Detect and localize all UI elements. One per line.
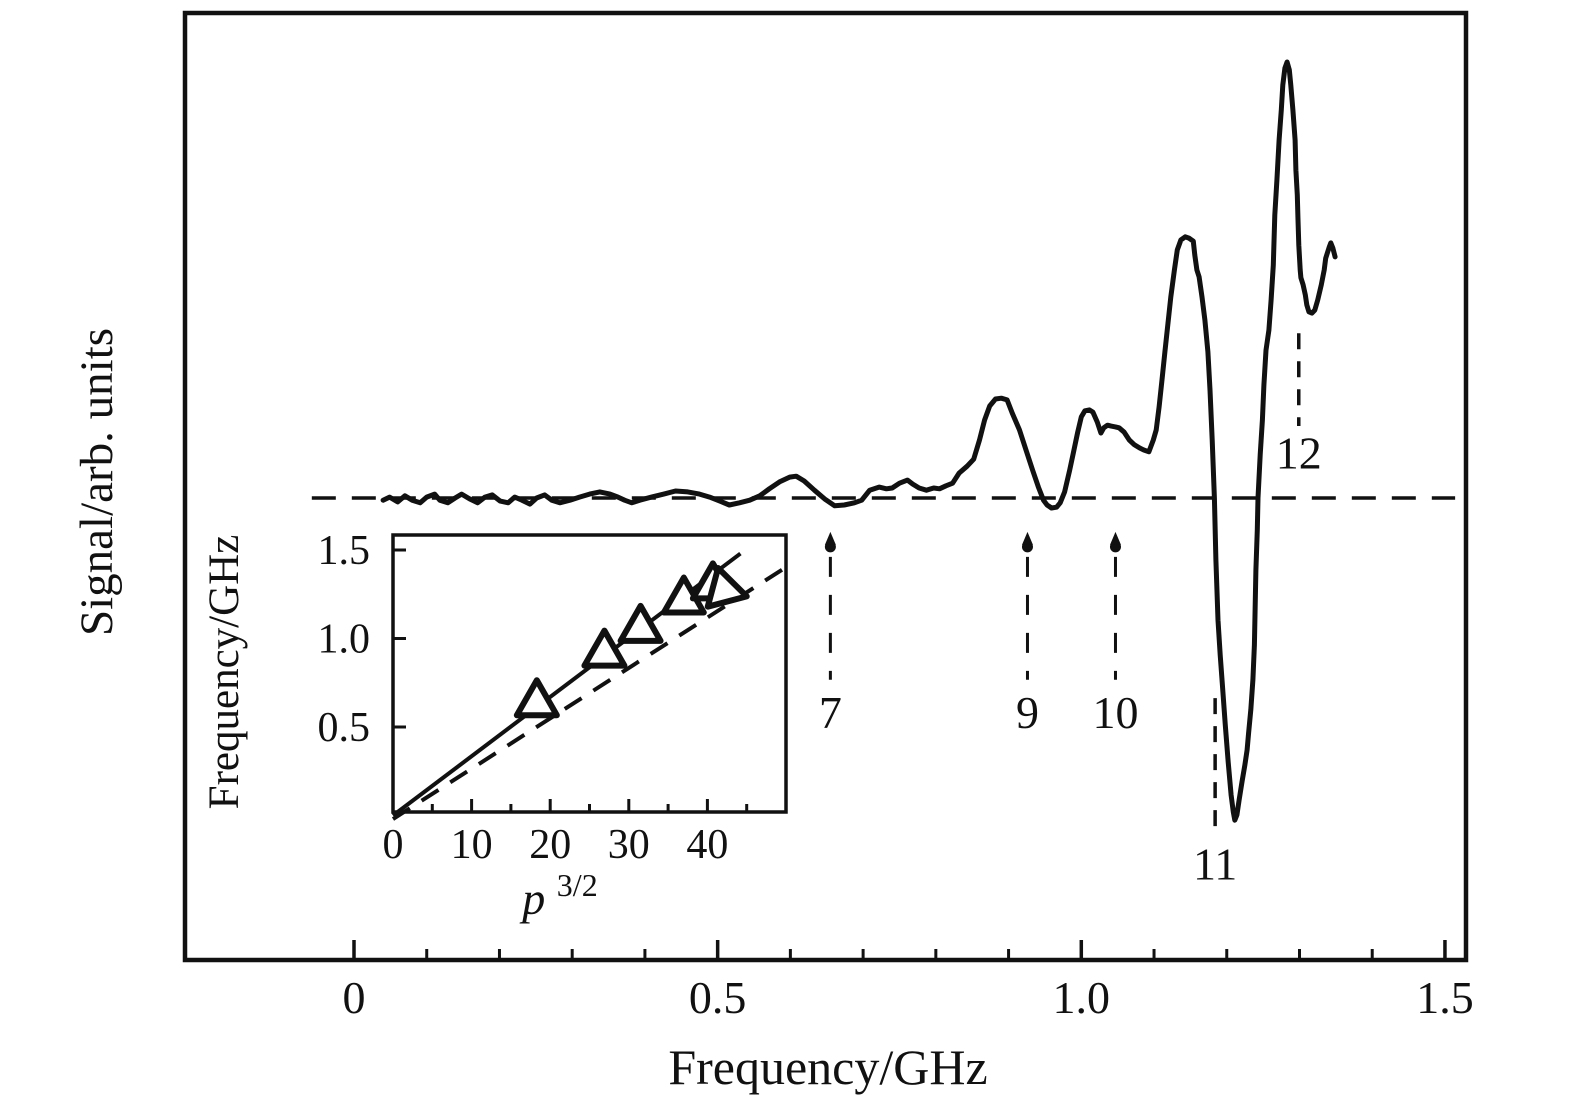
inset-x-tick-label: 40	[686, 822, 728, 868]
inset-plot: 0 10 20 30 40 0.5 1.0 1.5 Frequency/GHz p 3/2	[201, 528, 788, 924]
inset-triangle-marker	[513, 677, 560, 719]
x-tick-label: 0	[343, 972, 366, 1023]
peak-number-label: 10	[1092, 687, 1138, 738]
inset-y-tick-label: 1.0	[318, 617, 371, 663]
peak-number-label: 7	[819, 687, 842, 738]
main-y-axis-title: Signal/arb. units	[71, 328, 123, 636]
inset-y-tick-label: 1.5	[318, 528, 371, 574]
x-tick-label: 1.5	[1416, 972, 1474, 1023]
inset-x-title-superscript: 3/2	[557, 867, 598, 903]
peak-number-label: 12	[1276, 428, 1322, 479]
x-tick-label: 1.0	[1053, 972, 1111, 1023]
arrow-head-icon	[1021, 531, 1033, 545]
signal-trace	[380, 59, 1338, 823]
main-x-ticks	[352, 940, 1447, 960]
inset-x-tick-label: 30	[608, 822, 650, 868]
arrow-head-icon	[1109, 531, 1121, 545]
peak-annotations: 7 9 10 11 12	[819, 333, 1322, 889]
peak-number-label: 9	[1016, 687, 1039, 738]
inset-x-axis-title: p 3/2	[519, 867, 597, 924]
inset-y-tick-label: 0.5	[318, 705, 371, 751]
main-plot: 0 0.5 1.0 1.5 7 9 10 11 12 Signal/arb. units Fr…	[71, 10, 1474, 1095]
arrow-head-icon	[824, 531, 836, 545]
x-tick-label: 0.5	[689, 972, 747, 1023]
peak-number-label: 11	[1193, 838, 1237, 889]
inset-triangle-marker	[704, 565, 750, 610]
inset-x-title-base: p	[519, 873, 545, 924]
inset-fit-line-dashed	[391, 566, 787, 821]
inset-x-tick-label: 10	[451, 822, 493, 868]
inset-triangle-marker	[617, 602, 664, 644]
main-x-axis-title: Frequency/GHz	[668, 1039, 987, 1095]
inset-x-tick-label: 0	[383, 822, 404, 868]
main-x-tick-labels: 0 0.5 1.0 1.5	[343, 972, 1474, 1023]
inset-content: 0 10 20 30 40 0.5 1.0 1.5	[318, 528, 787, 868]
inset-x-tick-label: 20	[529, 822, 571, 868]
main-frame	[182, 10, 1469, 963]
inset-y-axis-title: Frequency/GHz	[201, 535, 248, 810]
inset-triangle-marker	[581, 627, 628, 669]
